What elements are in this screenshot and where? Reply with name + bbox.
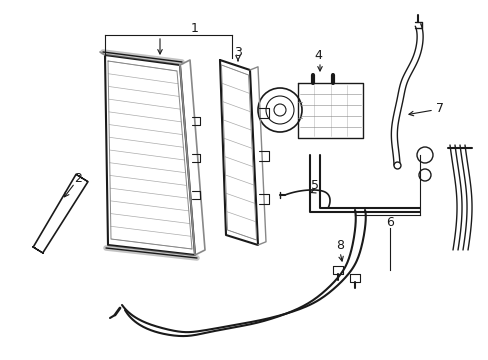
Text: 6: 6	[385, 216, 393, 229]
Text: 2: 2	[74, 171, 82, 185]
Text: 5: 5	[310, 179, 318, 192]
Text: 1: 1	[191, 22, 199, 35]
Text: 4: 4	[313, 49, 321, 62]
Text: 8: 8	[335, 239, 343, 252]
Text: 7: 7	[435, 102, 443, 114]
Text: 3: 3	[234, 45, 242, 59]
